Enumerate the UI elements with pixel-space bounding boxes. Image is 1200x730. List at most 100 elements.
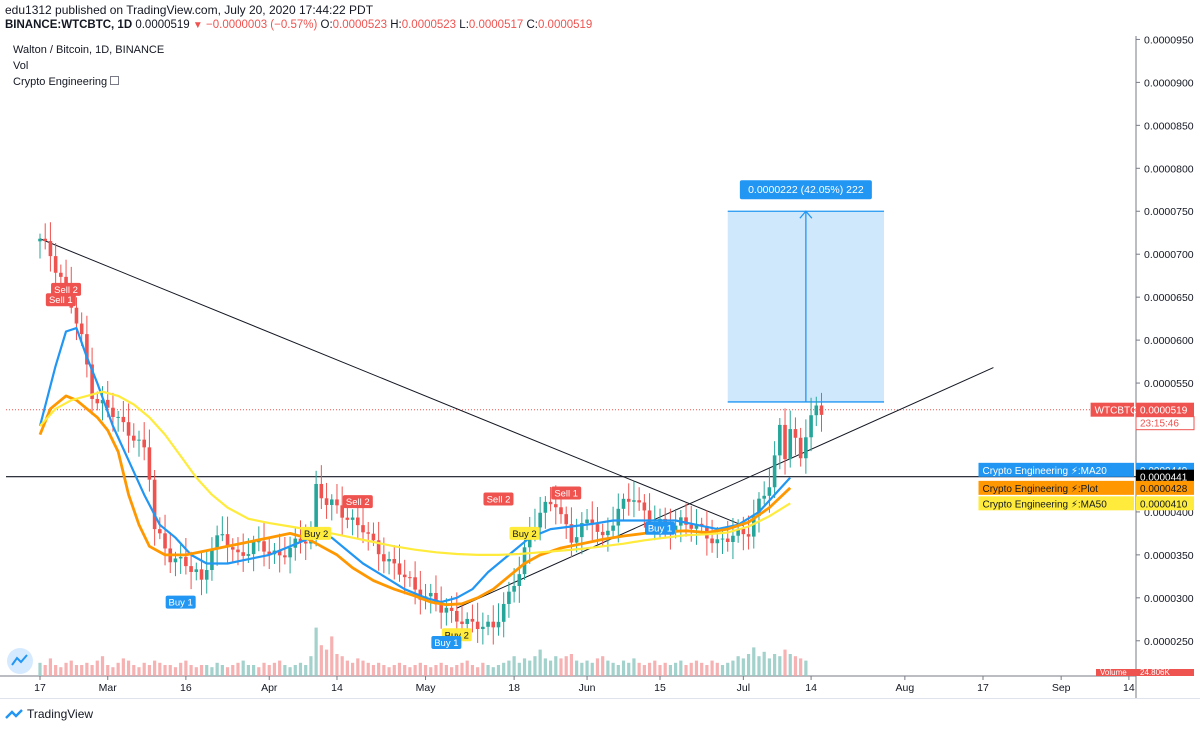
candle-body bbox=[220, 534, 225, 536]
volume-bar bbox=[205, 665, 209, 676]
volume-bar bbox=[288, 667, 292, 676]
volume-bar bbox=[762, 651, 766, 676]
tradingview-logo-icon bbox=[5, 709, 23, 719]
volume-bar bbox=[293, 665, 297, 676]
volume-bar bbox=[382, 665, 386, 676]
candle-body bbox=[632, 500, 636, 502]
candle-body bbox=[199, 569, 204, 580]
volume-bar bbox=[43, 665, 47, 676]
candle-body bbox=[626, 498, 631, 502]
volume-bar bbox=[705, 665, 709, 676]
price-tick-label: 0.0000350 bbox=[1144, 550, 1194, 562]
price-label-name: Crypto Engineering ⚡:MA50 bbox=[983, 499, 1108, 510]
price-chart[interactable]: 0.0000950 0.0000900 0.0000850 0.0000800 0.00… bbox=[0, 36, 1200, 698]
candle-body bbox=[158, 529, 162, 534]
candle-body bbox=[689, 524, 694, 529]
volume-bar bbox=[564, 656, 568, 676]
plot-area bbox=[6, 36, 1136, 676]
tradingview-logo[interactable]: TradingView bbox=[5, 707, 93, 721]
candle-body bbox=[731, 535, 735, 542]
signal-tag-bg bbox=[45, 293, 76, 307]
candle-body bbox=[53, 256, 58, 273]
volume-bar bbox=[54, 665, 58, 676]
legend-title[interactable]: Walton / Bitcoin, 1D, BINANCE bbox=[13, 44, 165, 56]
candle-body bbox=[496, 621, 501, 628]
candle-body bbox=[90, 364, 94, 399]
volume-bar bbox=[90, 665, 94, 676]
candle-body bbox=[314, 483, 318, 530]
candle-body bbox=[621, 498, 626, 509]
candle-body bbox=[449, 607, 454, 611]
volume-label-name: Volume bbox=[1100, 668, 1127, 677]
signal-tag: Buy 1 bbox=[431, 635, 462, 649]
volume-bar bbox=[231, 665, 235, 676]
signal-tag-label: Buy 1 bbox=[169, 598, 193, 609]
candle-body bbox=[298, 538, 303, 542]
volume-bar bbox=[252, 665, 256, 676]
volume-bar bbox=[74, 665, 79, 676]
volume-bar bbox=[278, 660, 282, 676]
candle-body bbox=[673, 525, 678, 533]
candle-body bbox=[736, 528, 740, 536]
volume-bar bbox=[434, 665, 438, 676]
candle-body bbox=[64, 276, 68, 285]
series-line-ma50 bbox=[39, 390, 791, 556]
candle-body bbox=[725, 538, 730, 542]
volume-bar bbox=[507, 660, 511, 676]
candle-body bbox=[751, 515, 756, 537]
volume-bar bbox=[319, 645, 323, 676]
volume-bar bbox=[741, 658, 745, 676]
candle-body bbox=[121, 416, 126, 423]
volume-bar bbox=[314, 627, 318, 676]
volume-bar bbox=[241, 660, 245, 676]
volume-bar bbox=[502, 662, 506, 676]
volume-bar bbox=[585, 660, 589, 676]
candle-body bbox=[814, 405, 819, 416]
volume-bar bbox=[387, 667, 391, 676]
volume-bar bbox=[522, 658, 527, 676]
legend-volume[interactable]: Vol bbox=[13, 60, 29, 72]
candle-body bbox=[501, 603, 506, 622]
signal-tag-bg bbox=[165, 595, 196, 609]
signal-tag: Sell 2 bbox=[51, 282, 82, 296]
price-change: −0.0000003 (−0.57%) bbox=[206, 19, 318, 31]
series-line-ma20 bbox=[38, 327, 792, 604]
measure-label-bg bbox=[739, 180, 872, 200]
candle-body bbox=[413, 577, 417, 590]
candle-body bbox=[595, 524, 600, 532]
uptrend-line bbox=[456, 367, 994, 609]
legend-indicator[interactable]: Crypto Engineering bbox=[13, 74, 164, 90]
symbol-label: BINANCE:WTCBTC, 1D bbox=[5, 19, 133, 31]
price-label-value: 0.0000428 bbox=[1140, 484, 1188, 495]
volume-bar bbox=[121, 658, 125, 676]
candle-body bbox=[590, 519, 595, 525]
time-tick-label: Jul bbox=[737, 682, 750, 694]
source-code-icon[interactable] bbox=[110, 76, 120, 85]
time-tick-label: Mar bbox=[99, 682, 118, 694]
candle-body bbox=[455, 610, 459, 622]
volume-bar bbox=[799, 658, 803, 676]
candle-body bbox=[564, 514, 569, 525]
candle-body bbox=[475, 621, 480, 630]
candle-body bbox=[137, 439, 141, 441]
volume-bar bbox=[731, 660, 735, 676]
tradingview-corner-icon[interactable] bbox=[7, 648, 33, 674]
candle-body bbox=[74, 307, 79, 324]
signal-tag-label: Sell 1 bbox=[554, 489, 578, 500]
volume-bar bbox=[147, 665, 152, 676]
volume-bar bbox=[658, 665, 662, 676]
volume-bar bbox=[590, 662, 594, 676]
volume-bar bbox=[220, 665, 224, 676]
volume-bar bbox=[746, 654, 751, 676]
volume-bar bbox=[351, 662, 355, 676]
volume-bar bbox=[132, 665, 136, 676]
axis-price-label: WTCBTC 0.0000519 23:15:46 bbox=[1090, 402, 1195, 431]
candle-body bbox=[522, 547, 527, 575]
time-tick-label: 14 bbox=[805, 682, 817, 694]
signal-tag-label: Buy 2 bbox=[512, 529, 536, 540]
time-tick-label: 15 bbox=[654, 682, 666, 694]
time-tick-label: 18 bbox=[508, 682, 520, 694]
candle-body bbox=[762, 495, 766, 499]
candle-body bbox=[538, 512, 542, 528]
volume-bar bbox=[449, 667, 454, 676]
